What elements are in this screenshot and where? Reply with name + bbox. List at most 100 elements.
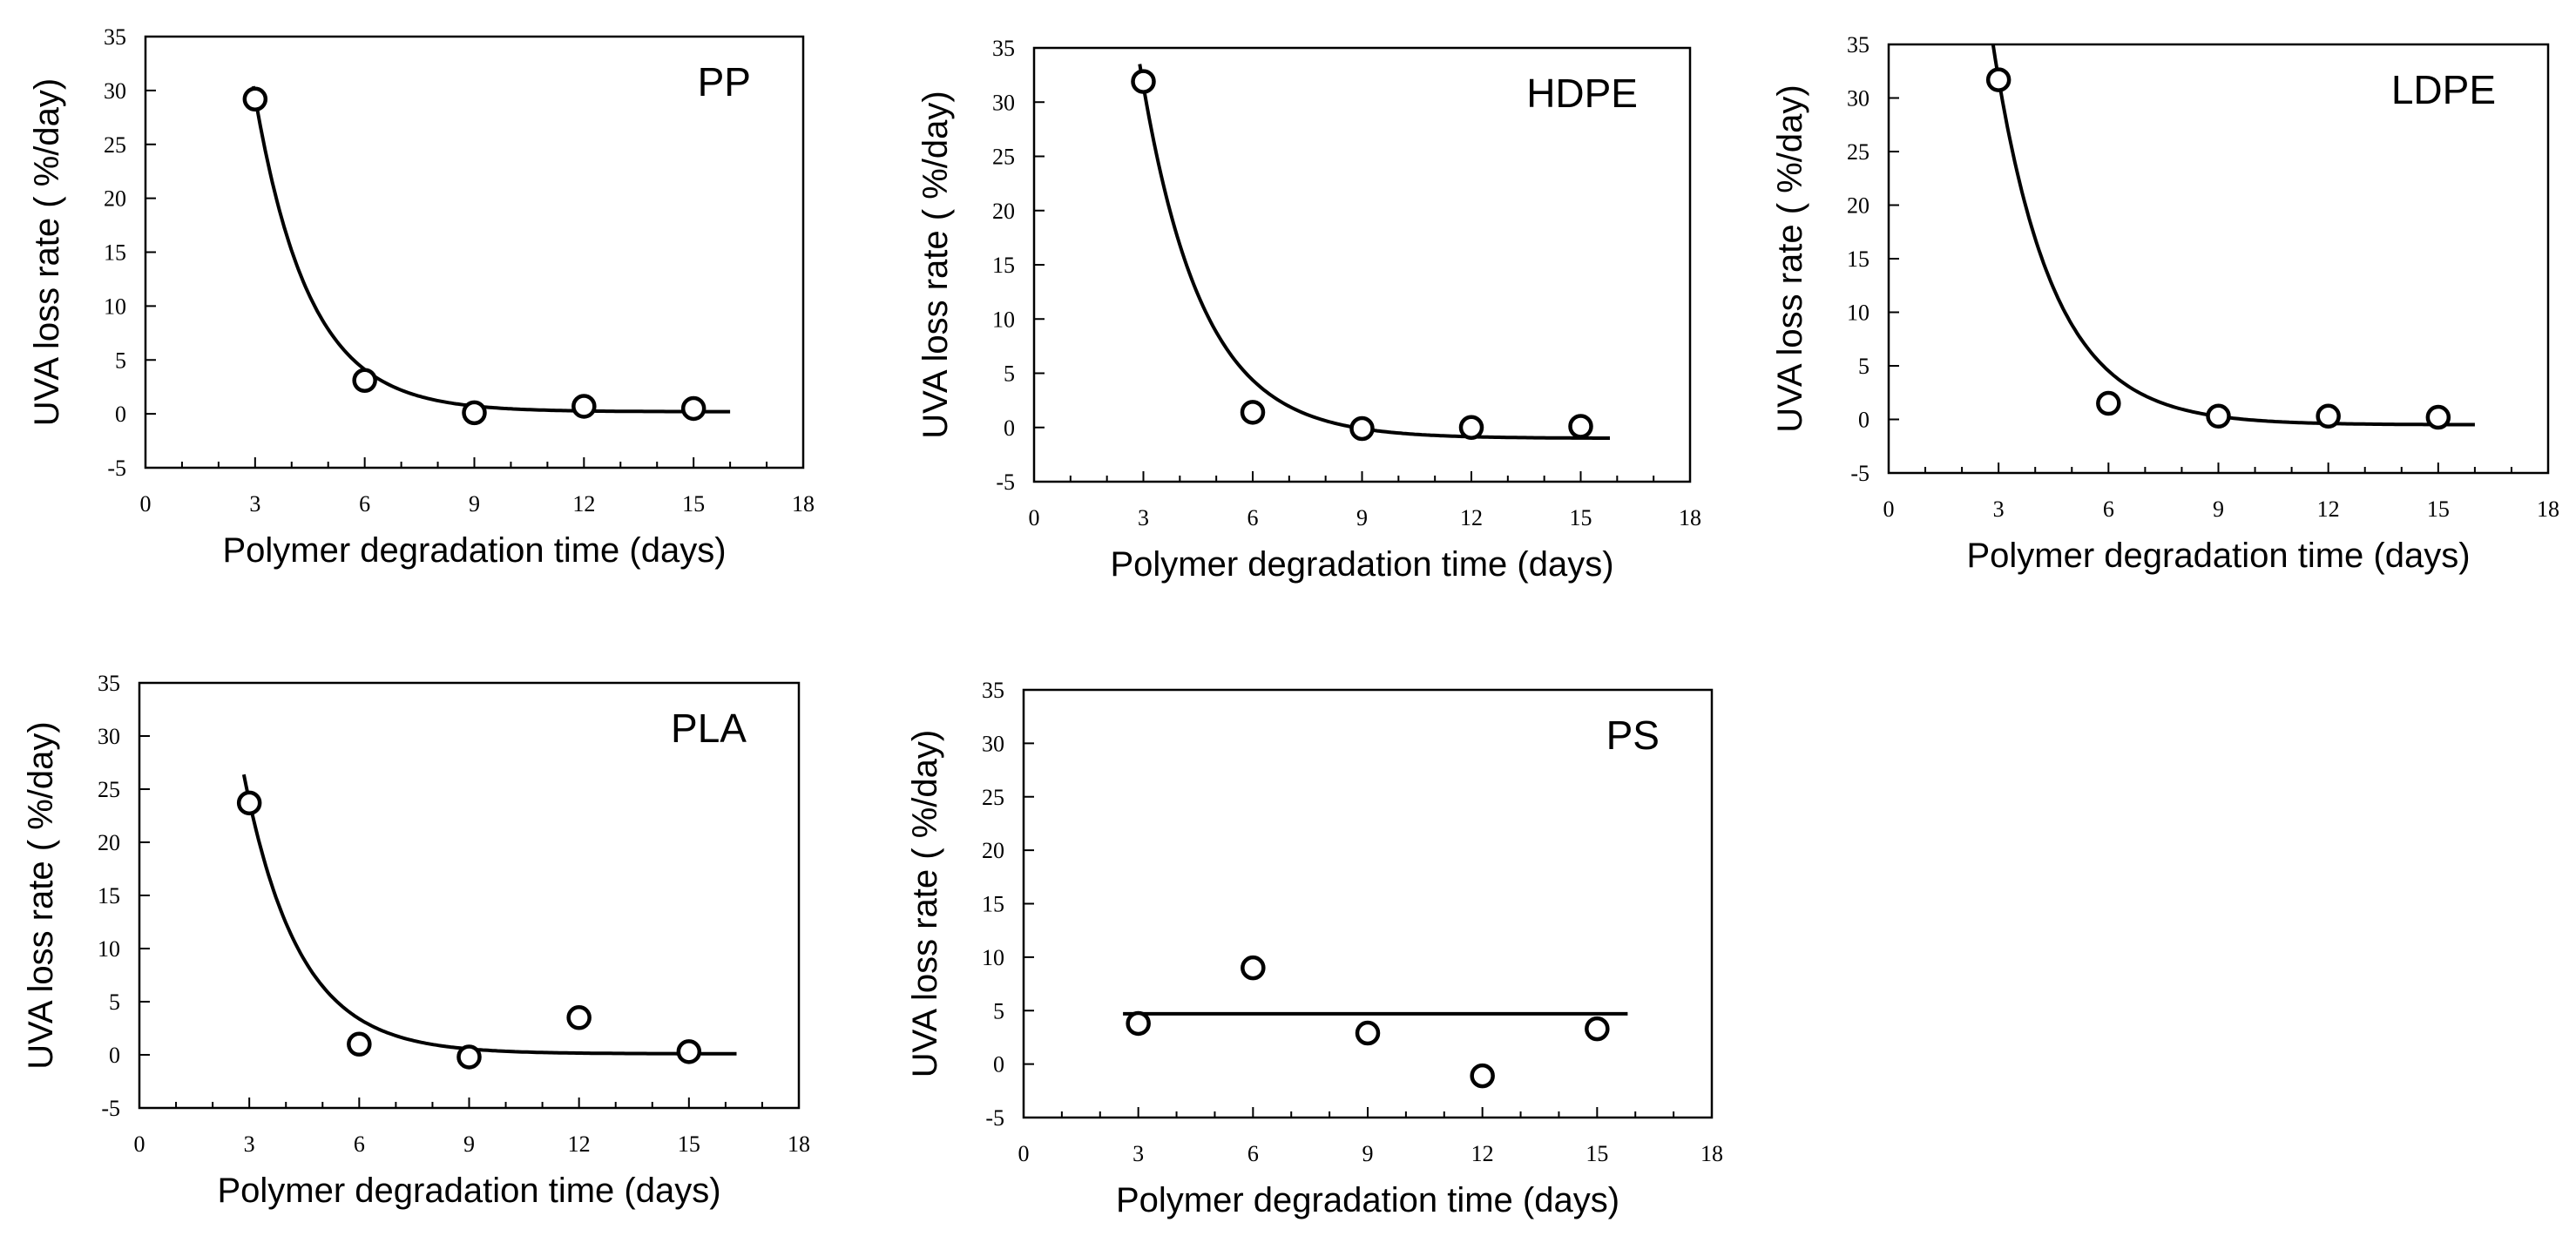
x-tick-label: 0 [140,491,152,517]
y-tick-label: 30 [982,731,1004,756]
data-point [2425,404,2451,430]
y-tick-label: 30 [98,724,120,749]
y-tick-label: 25 [992,145,1015,170]
data-point [462,400,487,426]
y-tick-label: 5 [1004,361,1015,387]
x-tick-label: 6 [354,1131,365,1157]
y-tick-label: 35 [104,24,126,50]
x-axis-title: Polymer degradation time (days) [217,1172,720,1210]
x-tick-label: 6 [359,491,370,517]
y-tick-label: 25 [104,132,126,158]
y-tick-label: 10 [982,945,1004,970]
y-tick-label: 15 [98,883,120,908]
panel-label: PS [1606,713,1660,758]
x-tick-label: 6 [2103,496,2114,522]
fit-curve [1991,44,2475,427]
data-point [2316,403,2341,429]
chart-panel-hdpe: -5 0 5 10 15 20 25 30 35 0 3 6 9 12 15 18 Polymer degrad… [916,36,1701,584]
y-axis-title: UVA loss rate ( %/day) [916,91,955,438]
x-axis-title: Polymer degradation time (days) [222,531,726,570]
y-axis-title: UVA loss rate ( %/day) [22,721,60,1069]
y-tick-label: 30 [992,90,1015,115]
chart-panel-ldpe: -5 0 5 10 15 20 25 30 35 0 3 6 9 12 15 18 Polymer degrad… [1771,32,2559,575]
y-tick-label: 0 [993,1052,1004,1077]
fit-curve [241,773,737,1056]
data-point [1131,69,1156,94]
x-tick-label: 3 [1132,1141,1144,1166]
y-axis-title: UVA loss rate ( %/day) [28,78,66,426]
data-point [1985,67,2011,92]
x-tick-label: 3 [249,491,260,517]
panel-label: PP [698,59,751,105]
data-point [2096,390,2121,416]
y-tick-label: -5 [101,1096,120,1121]
y-tick-label: 0 [1858,408,1869,433]
x-tick-label: 9 [1362,1141,1374,1166]
x-tick-label: 15 [2427,496,2450,522]
y-tick-label: 25 [982,785,1004,810]
y-tick-label: 15 [1847,247,1869,272]
y-tick-label: 5 [115,348,126,373]
y-tick-label: 10 [992,307,1015,332]
data-point [1585,1016,1610,1042]
y-tick-label: 20 [98,830,120,855]
y-tick-label: 35 [982,678,1004,703]
y-tick-label: 10 [104,294,126,319]
panel-label: HDPE [1526,71,1638,116]
y-tick-label: 10 [98,936,120,962]
data-point [352,368,377,394]
data-point [1349,415,1375,442]
y-tick-label: -5 [1850,461,1869,486]
y-tick-label: 15 [982,892,1004,917]
x-tick-label: 0 [134,1131,145,1157]
fit-curve [251,85,731,414]
x-axis-title: Polymer degradation time (days) [1110,545,1613,584]
panel-label: LDPE [2391,67,2496,112]
x-tick-label: 12 [1471,1141,1494,1166]
data-point [2206,403,2231,429]
x-tick-label: 18 [1679,505,1701,530]
chart-panel-pla: -5 0 5 10 15 20 25 30 35 0 3 6 9 12 15 18 Polymer degrad… [22,671,810,1210]
y-tick-label: -5 [985,1105,1004,1131]
chart-panel-pp: -5 0 5 10 15 20 25 30 35 0 3 6 9 12 15 18 Polymer degrad… [28,24,815,570]
y-tick-label: 0 [109,1043,120,1068]
y-tick-label: 35 [1847,32,1869,57]
x-tick-label: 12 [1460,505,1483,530]
y-axis-title: UVA loss rate ( %/day) [1771,84,1809,432]
y-tick-label: 35 [98,671,120,696]
y-tick-label: 25 [1847,139,1869,165]
y-tick-label: 20 [1847,193,1869,219]
data-point [680,395,707,422]
panel-label: PLA [671,706,747,751]
x-tick-label: 3 [244,1131,255,1157]
y-tick-label: 5 [109,989,120,1015]
x-tick-label: 0 [1883,496,1895,522]
y-tick-label: 30 [1847,86,1869,111]
fit-curve [1138,64,1610,440]
x-tick-label: 3 [1993,496,2005,522]
y-tick-label: -5 [107,456,126,481]
y-tick-label: 15 [104,240,126,266]
data-point [1126,1010,1151,1037]
y-tick-label: 25 [98,777,120,802]
x-axis-title: Polymer degradation time (days) [1116,1181,1619,1219]
x-tick-label: 9 [1356,505,1368,530]
data-point [566,1005,592,1030]
x-tick-label: 9 [2213,496,2224,522]
data-point [236,790,262,816]
x-tick-label: 18 [2537,496,2559,522]
x-tick-label: 9 [463,1131,475,1157]
y-tick-label: 5 [993,998,1004,1023]
x-tick-label: 12 [568,1131,591,1157]
x-tick-label: 15 [1570,505,1592,530]
x-tick-label: 3 [1138,505,1149,530]
y-tick-label: 30 [104,78,126,104]
data-point [1470,1063,1495,1089]
data-point [347,1031,372,1057]
data-point [1568,414,1593,439]
y-tick-label: 0 [1004,415,1015,441]
data-point [1355,1020,1381,1046]
data-point [456,1044,482,1070]
data-point [676,1039,702,1064]
x-tick-label: 0 [1029,505,1040,530]
